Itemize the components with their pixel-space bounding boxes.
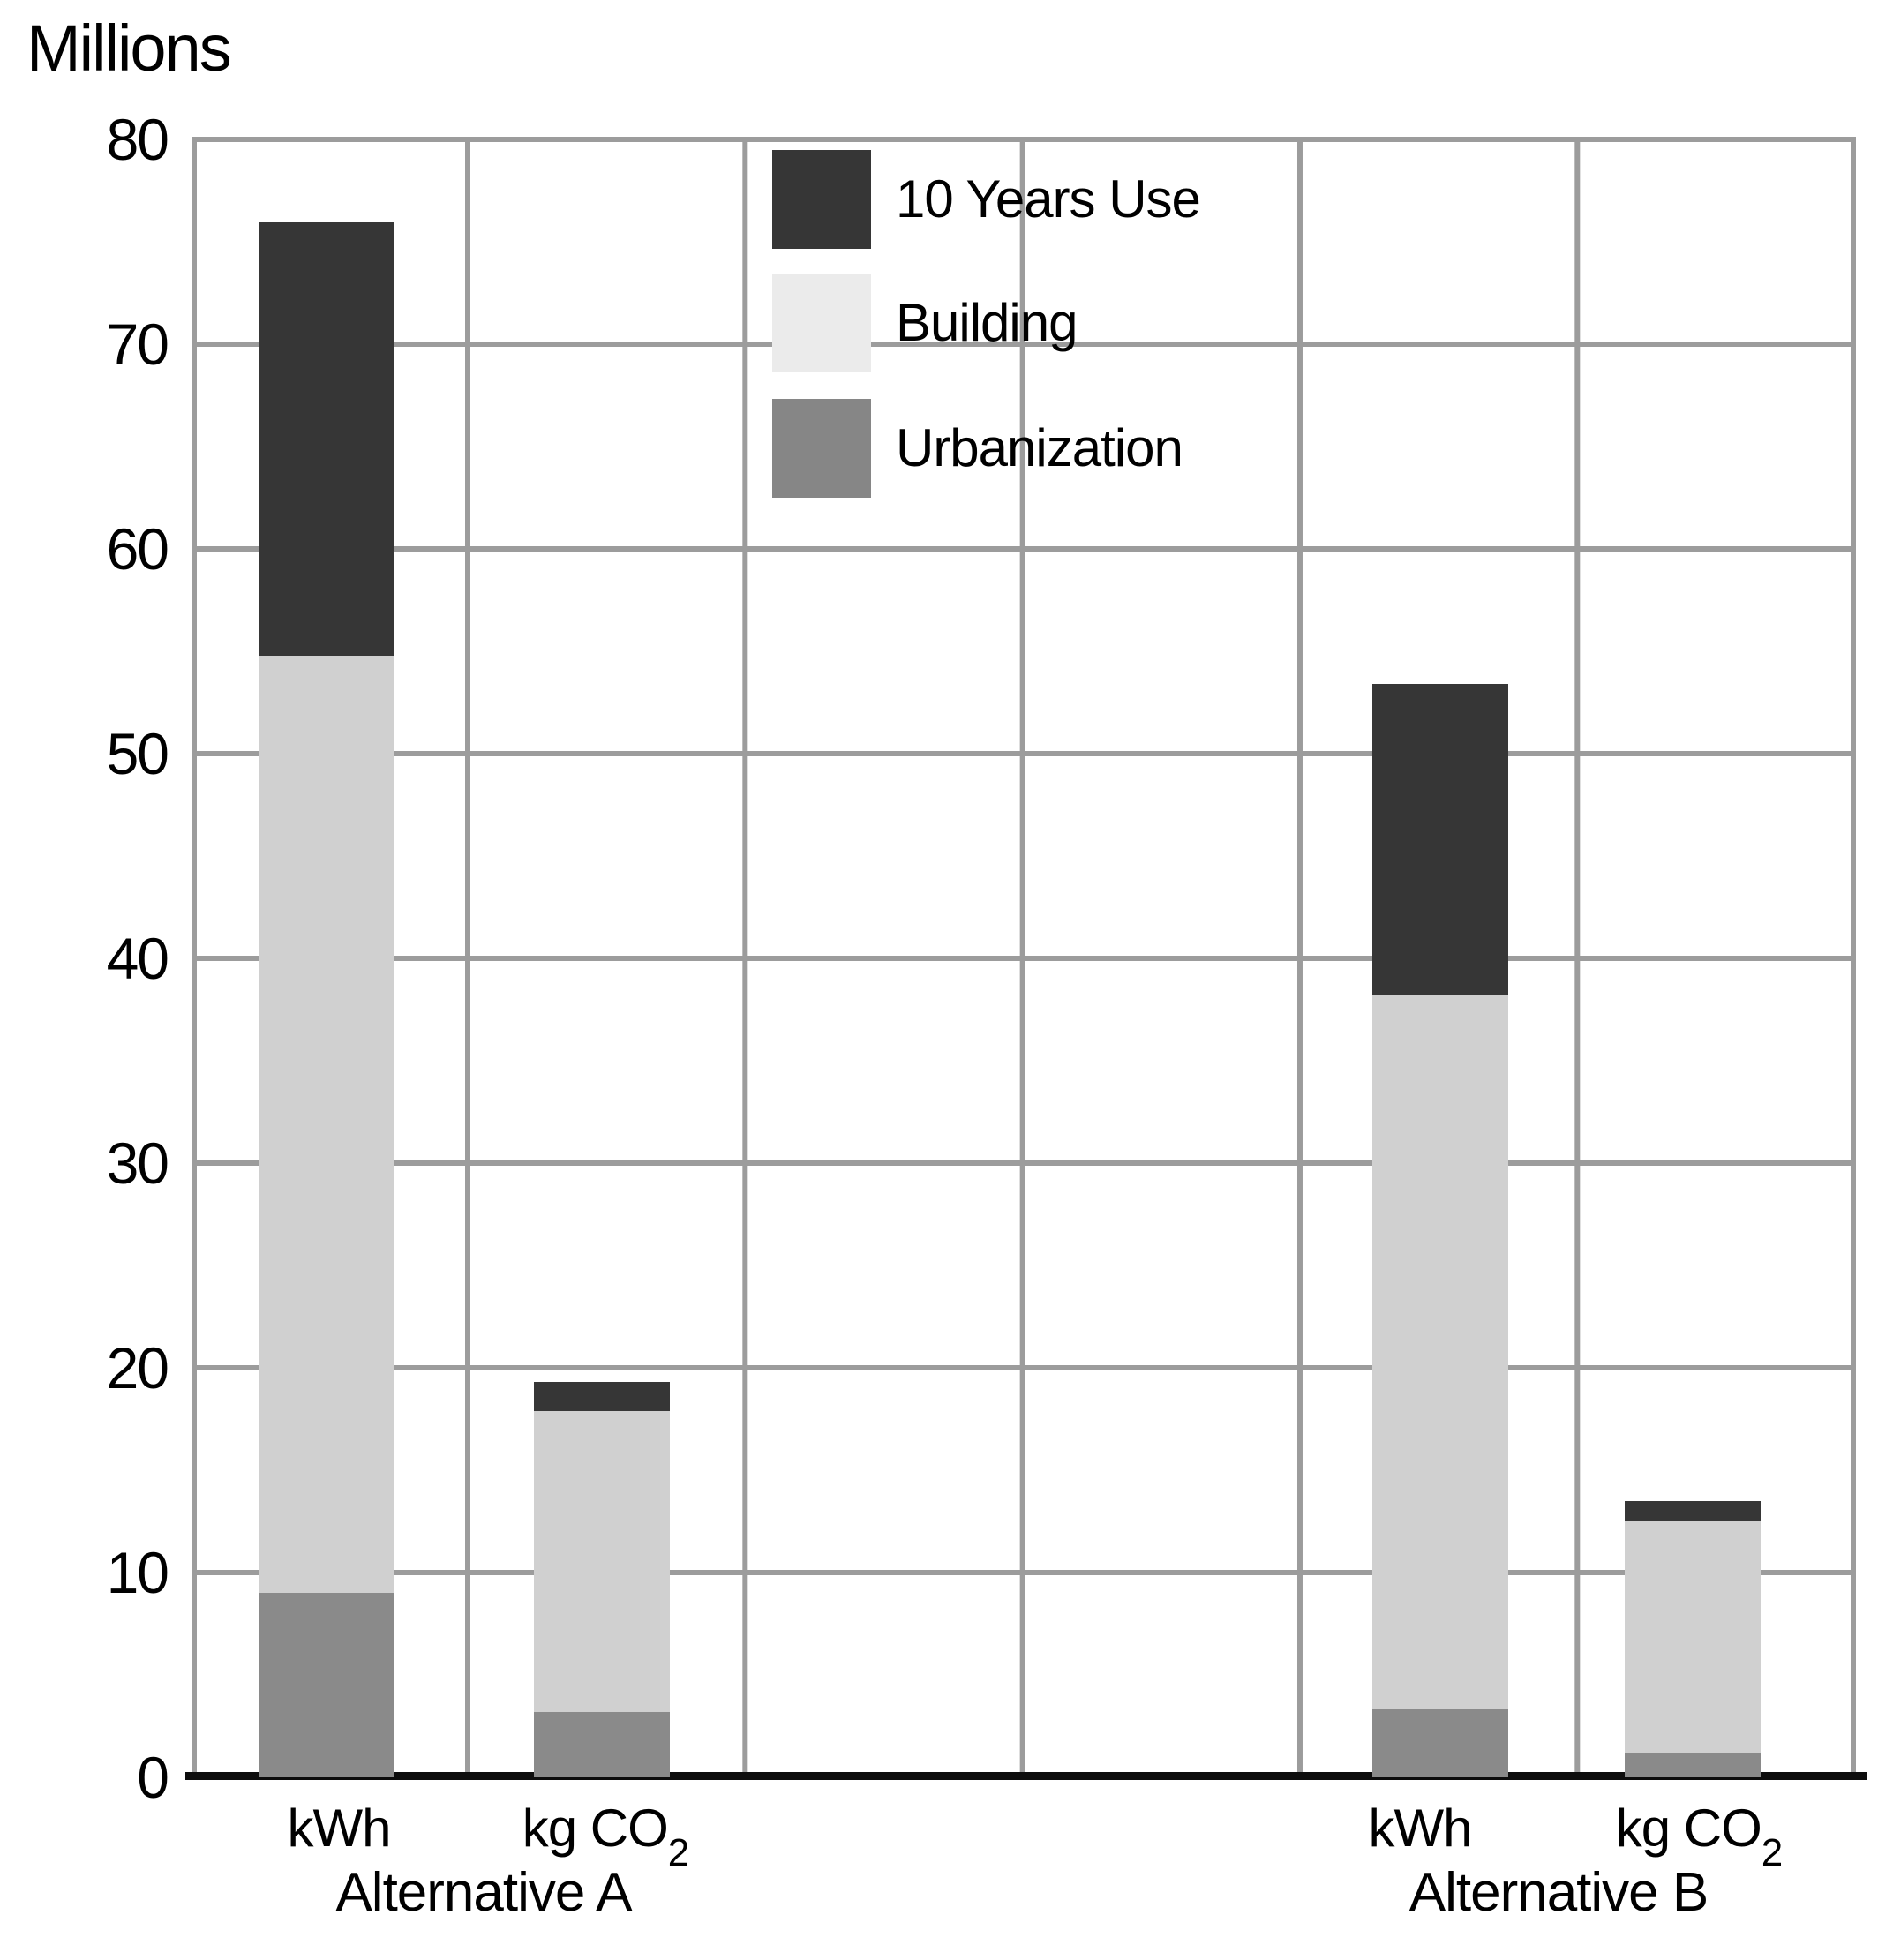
x-label-text: kWh <box>1368 1799 1473 1858</box>
y-tick-label-40: 40 <box>106 926 169 991</box>
group-label-alternative-a: Alternative A <box>335 1862 632 1923</box>
segment-urbanization <box>259 1593 394 1777</box>
x-label-text: kg CO <box>522 1799 669 1858</box>
bar-alternative-a-kwh <box>259 221 394 1777</box>
x-label-kg-co2: kg CO2 <box>1615 1799 1784 1875</box>
x-label-kg-co2: kg CO2 <box>522 1799 690 1875</box>
segment-urbanization <box>1372 1709 1508 1777</box>
x-label-kwh: kWh <box>287 1799 392 1858</box>
x-label-text: kg CO <box>1615 1799 1762 1858</box>
y-tick-label-30: 30 <box>106 1130 169 1196</box>
legend-label-building: Building <box>896 293 1078 352</box>
x-axis-line <box>185 1772 1867 1780</box>
bar-alternative-a-kg-co2 <box>534 1382 670 1777</box>
x-label-subscript: 2 <box>1761 1831 1784 1874</box>
legend-label-urbanization: Urbanization <box>896 418 1183 477</box>
segment-10-years-use <box>1625 1500 1761 1521</box>
segment-building <box>259 655 394 1594</box>
y-tick-label-10: 10 <box>106 1540 169 1605</box>
y-tick-label-0: 0 <box>137 1745 169 1810</box>
y-tick-label-60: 60 <box>106 516 169 582</box>
segment-building <box>1372 995 1508 1710</box>
segment-urbanization <box>534 1711 670 1777</box>
bar-alternative-b-kg-co2 <box>1625 1500 1761 1777</box>
bar-alternative-b-kwh <box>1372 684 1508 1777</box>
y-axis-unit-title: Millions <box>26 11 232 85</box>
segment-urbanization <box>1625 1753 1761 1777</box>
x-label-kwh: kWh <box>1368 1799 1473 1858</box>
y-tick-label-70: 70 <box>106 312 169 377</box>
segment-10-years-use <box>534 1382 670 1411</box>
group-label-alternative-b: Alternative B <box>1408 1862 1709 1923</box>
legend-swatch-urbanization <box>772 399 871 498</box>
y-tick-label-20: 20 <box>106 1335 169 1401</box>
legend-label-10-years-use: 10 Years Use <box>896 169 1201 229</box>
segment-10-years-use <box>1372 684 1508 995</box>
legend-swatch-10-years-use <box>772 150 871 249</box>
segment-building <box>1625 1521 1761 1753</box>
y-tick-label-50: 50 <box>106 721 169 786</box>
segment-10-years-use <box>259 221 394 656</box>
gridlines <box>197 142 1851 1777</box>
plot-area <box>192 137 1856 1777</box>
y-tick-label-80: 80 <box>106 107 169 172</box>
legend-swatch-building <box>772 274 871 372</box>
x-label-text: kWh <box>287 1799 392 1858</box>
x-label-subscript: 2 <box>667 1831 690 1874</box>
segment-building <box>534 1410 670 1712</box>
